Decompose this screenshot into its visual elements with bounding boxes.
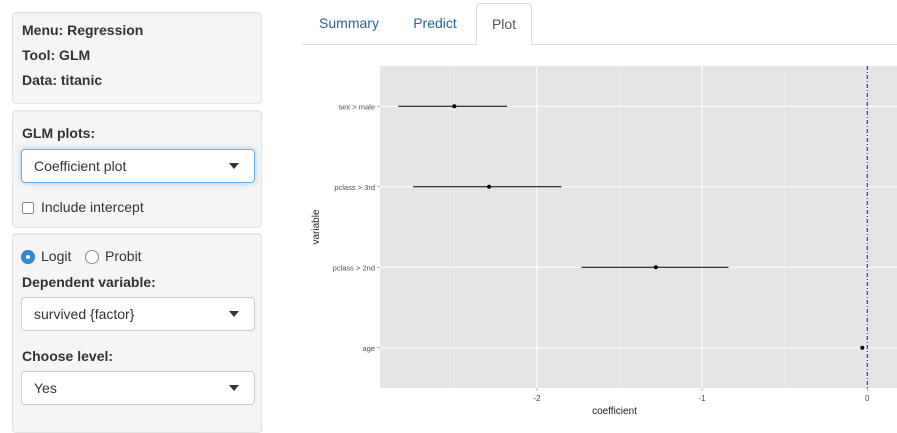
y-tick-label: sex > male (339, 102, 375, 111)
tab-predict[interactable]: Predict (413, 15, 457, 31)
tab-summary[interactable]: Summary (319, 15, 379, 31)
tool-info: Tool: GLM (22, 47, 91, 63)
include-intercept-checkbox[interactable] (22, 202, 34, 214)
include-intercept-label[interactable]: Include intercept (41, 199, 144, 215)
chevron-down-icon (229, 311, 239, 317)
logit-label[interactable]: Logit (41, 248, 72, 264)
coefficient-point (452, 104, 457, 109)
x-tick-label: -1 (699, 394, 707, 403)
choose-level-label: Choose level: (22, 348, 114, 364)
probit-label[interactable]: Probit (105, 248, 142, 264)
x-tick-label: -2 (533, 394, 541, 403)
dependent-variable-select[interactable]: survived {factor} (21, 297, 255, 331)
logit-radio[interactable] (21, 250, 35, 264)
choose-level-value: Yes (34, 380, 57, 396)
glm-plots-select[interactable]: Coefficient plot (21, 149, 255, 183)
chevron-down-icon (229, 385, 239, 391)
y-tick-label: age (362, 344, 375, 353)
dependent-variable-value: survived {factor} (34, 306, 135, 322)
model-info-panel: Menu: Regression Tool: GLM Data: titanic (12, 12, 262, 104)
sidebar: Menu: Regression Tool: GLM Data: titanic… (0, 0, 272, 433)
tab-bar: Summary Predict Plot (302, 0, 897, 45)
coefficient-point (653, 265, 658, 270)
coefficient-point (487, 184, 492, 189)
coefficient-plot: -2 -1 0 sex > male pclass > 3rd pclass > 2nd a… (302, 52, 897, 420)
plot-panel (380, 66, 897, 388)
probit-radio[interactable] (85, 250, 99, 264)
tab-plot[interactable]: Plot (476, 3, 532, 45)
plot-options-panel: GLM plots: Coefficient plot Include inte… (12, 110, 262, 228)
y-tick-label: pclass > 2nd (333, 263, 375, 272)
model-settings-panel: Logit Probit Dependent variable: survive… (12, 233, 262, 433)
glm-plots-label: GLM plots: (22, 125, 96, 141)
data-info: Data: titanic (22, 72, 103, 88)
x-tick-label: 0 (865, 394, 870, 403)
coefficient-point (860, 345, 865, 350)
y-axis-title: variable (311, 209, 322, 244)
choose-level-select[interactable]: Yes (21, 371, 255, 405)
dependent-variable-label: Dependent variable: (22, 274, 156, 290)
menu-info: Menu: Regression (22, 22, 144, 38)
chevron-down-icon (229, 163, 239, 169)
y-tick-label: pclass > 3rd (334, 183, 375, 192)
x-axis-title: coefficient (592, 406, 637, 417)
coefficient-plot-svg: -2 -1 0 sex > male pclass > 3rd pclass > 2nd a… (311, 66, 897, 417)
glm-plots-value: Coefficient plot (34, 158, 127, 174)
